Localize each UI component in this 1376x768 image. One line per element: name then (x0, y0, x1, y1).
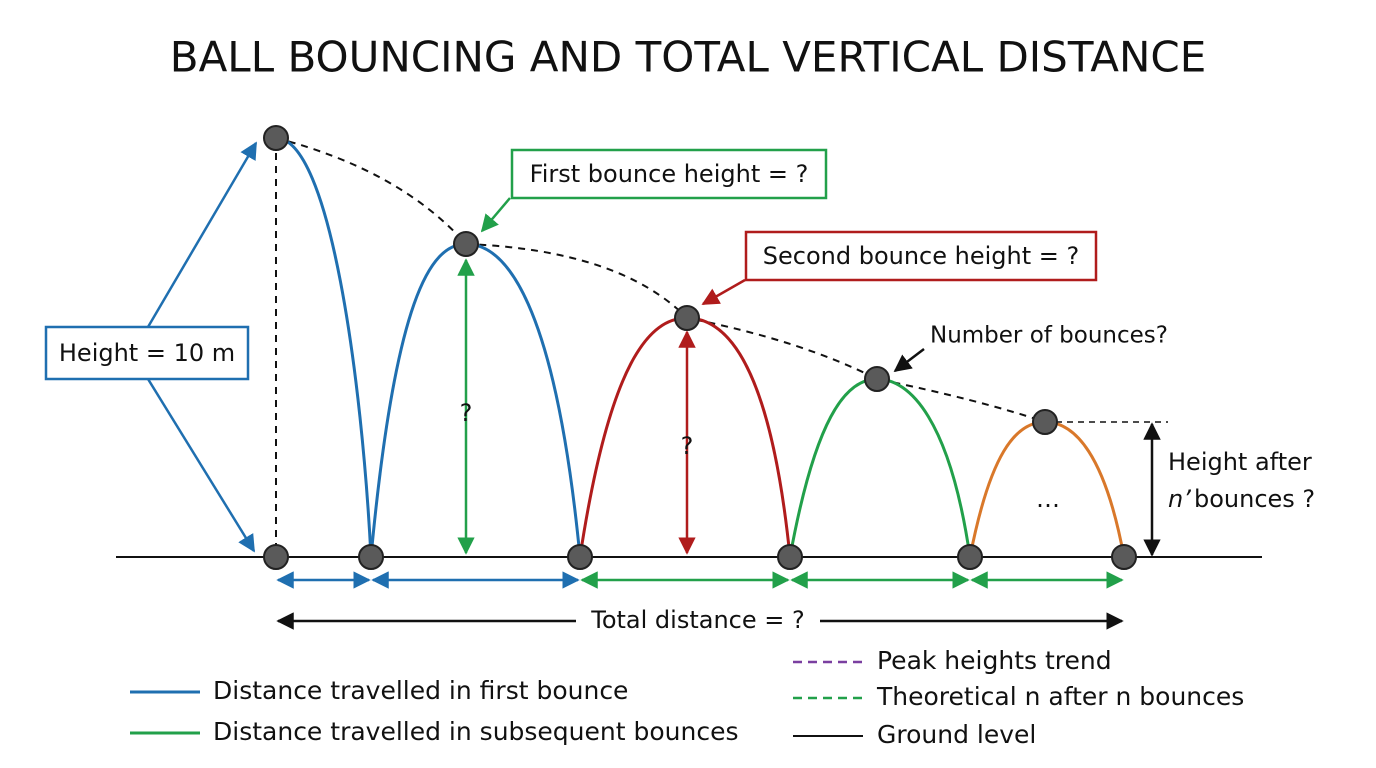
total-label: Total distance = ? (590, 606, 804, 634)
title: BALL BOUNCING AND TOTAL VERTICAL DISTANC… (170, 33, 1207, 82)
height-after-label: Height after (1168, 448, 1312, 476)
ball (358, 544, 384, 570)
legend-label: Distance travelled in subsequent bounces (213, 717, 739, 746)
bounce-arc (369, 242, 582, 558)
ball (1111, 544, 1137, 570)
question-label: ? (681, 432, 694, 460)
ball (567, 544, 593, 570)
callout-label: Second bounce height = ? (763, 242, 1080, 270)
question-label: ? (460, 399, 473, 427)
callout-arrow (146, 378, 256, 553)
ellipsis: … (1036, 485, 1060, 513)
legend-label: Distance travelled in first bounce (213, 676, 628, 705)
drop-arc (275, 136, 373, 558)
callout-box (510, 148, 828, 200)
callout-arrow (146, 141, 258, 328)
ball (453, 231, 479, 257)
callout-arrow (701, 278, 746, 306)
ball (263, 544, 289, 570)
ball (864, 366, 890, 392)
callout-label: First bounce height = ? (530, 160, 809, 188)
ball (674, 305, 700, 331)
ball (263, 125, 289, 151)
balls (263, 125, 1137, 570)
callout-arrow (893, 348, 925, 373)
bounce-arc (788, 377, 972, 558)
callout-box (44, 325, 250, 381)
ball (777, 544, 803, 570)
height-after-n: n’ (1168, 485, 1191, 513)
legend-label: Peak heights trend (877, 646, 1112, 675)
callout-arrow (480, 197, 511, 233)
legend-label: Ground level (877, 720, 1036, 749)
legend-label: Theoretical n after n bounces (876, 682, 1244, 711)
callout-box (744, 230, 1098, 282)
ball (1032, 409, 1058, 435)
callout-label: Number of bounces? (930, 323, 1168, 349)
height-after-label: bounces ? (1194, 485, 1315, 513)
callout-label: Height = 10 m (59, 339, 235, 367)
ball (957, 544, 983, 570)
